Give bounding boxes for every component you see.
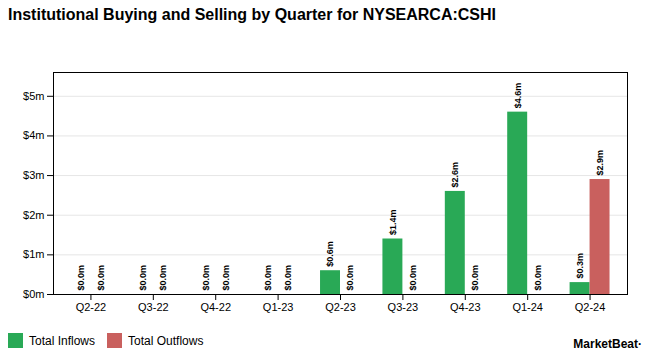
svg-text:$0.0m: $0.0m xyxy=(138,265,148,291)
svg-text:$4.6m: $4.6m xyxy=(513,83,523,109)
svg-text:$5m: $5m xyxy=(23,90,44,102)
svg-text:$2.6m: $2.6m xyxy=(450,162,460,188)
svg-text:$0m: $0m xyxy=(23,288,44,300)
svg-text:$0.3m: $0.3m xyxy=(575,253,585,279)
svg-text:$0.0m: $0.0m xyxy=(201,265,211,291)
svg-text:$0.0m: $0.0m xyxy=(533,265,543,291)
svg-text:$0.6m: $0.6m xyxy=(325,241,335,267)
html-text:Total Outflows: Total Outflows xyxy=(128,333,204,348)
svg-text:$0.0m: $0.0m xyxy=(470,265,480,291)
svg-text:Q4-23: Q4-23 xyxy=(450,301,481,313)
svg-text:$0.0m: $0.0m xyxy=(283,265,293,291)
html-text:Institutional Buying and Selli: Institutional Buying and Selling by Quar… xyxy=(8,6,496,23)
svg-text:$0.0m: $0.0m xyxy=(345,265,355,291)
svg-text:$1.4m: $1.4m xyxy=(388,209,398,235)
svg-text:$0.0m: $0.0m xyxy=(263,265,273,291)
svg-text:$4m: $4m xyxy=(23,129,44,141)
svg-text:Q4-22: Q4-22 xyxy=(200,301,231,313)
svg-text:$3m: $3m xyxy=(23,169,44,181)
svg-text:$2m: $2m xyxy=(23,209,44,221)
html-text:MarketBeat·: MarketBeat· xyxy=(573,336,642,350)
svg-text:$0.0m: $0.0m xyxy=(76,265,86,291)
svg-text:$0.0m: $0.0m xyxy=(408,265,418,291)
svg-text:Q1-24: Q1-24 xyxy=(512,301,543,313)
svg-text:Q2-22: Q2-22 xyxy=(76,301,107,313)
svg-text:Q2-24: Q2-24 xyxy=(575,301,606,313)
svg-text:$2.9m: $2.9m xyxy=(595,150,605,176)
svg-text:Q3-23: Q3-23 xyxy=(388,301,419,313)
svg-text:Q2-23: Q2-23 xyxy=(325,301,356,313)
svg-text:Q1-23: Q1-23 xyxy=(263,301,294,313)
svg-text:$0.0m: $0.0m xyxy=(96,265,106,291)
svg-text:$0.0m: $0.0m xyxy=(158,265,168,291)
svg-text:$0.0m: $0.0m xyxy=(221,265,231,291)
svg-text:$1m: $1m xyxy=(23,248,44,260)
svg-text:Q3-22: Q3-22 xyxy=(138,301,169,313)
html-text:Total Inflows: Total Inflows xyxy=(29,333,95,348)
